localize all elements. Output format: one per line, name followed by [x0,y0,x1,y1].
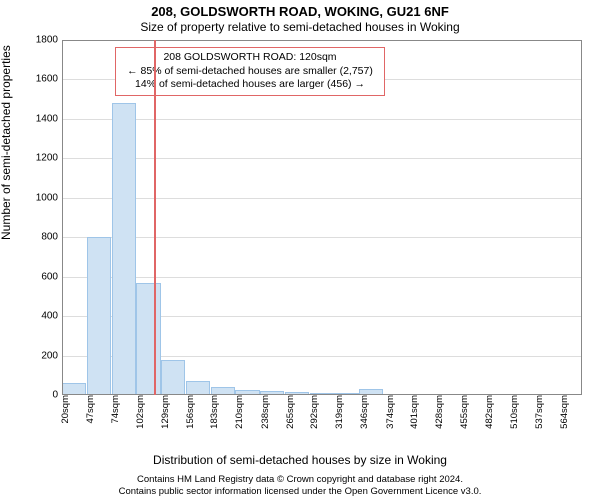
footer-line-1: Contains HM Land Registry data © Crown c… [0,474,600,486]
x-axis-label: Distribution of semi-detached houses by … [0,453,600,467]
x-tick: 292sqm [307,395,320,429]
y-tick: 1400 [36,113,62,124]
plot-area: 208 GOLDSWORTH ROAD: 120sqm ← 85% of sem… [62,40,582,395]
x-tick: 20sqm [58,395,71,424]
x-tick: 156sqm [183,395,196,429]
x-tick: 482sqm [482,395,495,429]
x-tick: 428sqm [432,395,445,429]
x-tick: 455sqm [457,395,470,429]
footer-line-2: Contains public sector information licen… [0,486,600,498]
y-tick: 200 [41,350,62,361]
y-axis-label: Number of semi-detached properties [0,45,13,240]
y-tick: 600 [41,271,62,282]
x-tick: 210sqm [232,395,245,429]
chart-subtitle: Size of property relative to semi-detach… [0,20,600,34]
footer: Contains HM Land Registry data © Crown c… [0,472,600,500]
y-tick: 800 [41,232,62,243]
x-tick: 129sqm [158,395,171,429]
x-tick: 319sqm [332,395,345,429]
x-tick: 74sqm [108,395,121,424]
annotation-line-1: 208 GOLDSWORTH ROAD: 120sqm [122,51,378,65]
y-tick: 400 [41,311,62,322]
chart-title: 208, GOLDSWORTH ROAD, WOKING, GU21 6NF [0,4,600,19]
annotation-line-3: 14% of semi-detached houses are larger (… [122,78,378,92]
y-tick: 1600 [36,74,62,85]
reference-line [154,40,156,395]
x-tick: 374sqm [383,395,396,429]
x-tick: 401sqm [407,395,420,429]
x-tick: 346sqm [357,395,370,429]
annotation-line-2: ← 85% of semi-detached houses are smalle… [122,65,378,79]
x-tick: 265sqm [283,395,296,429]
x-tick: 183sqm [207,395,220,429]
y-tick: 1000 [36,192,62,203]
x-tick: 102sqm [133,395,146,429]
y-tick: 1200 [36,153,62,164]
x-tick: 47sqm [83,395,96,424]
x-tick: 564sqm [557,395,570,429]
x-tick: 537sqm [532,395,545,429]
x-tick: 238sqm [258,395,271,429]
x-tick: 510sqm [507,395,520,429]
histogram-chart: 208, GOLDSWORTH ROAD, WOKING, GU21 6NF S… [0,0,600,500]
y-tick: 1800 [36,35,62,46]
